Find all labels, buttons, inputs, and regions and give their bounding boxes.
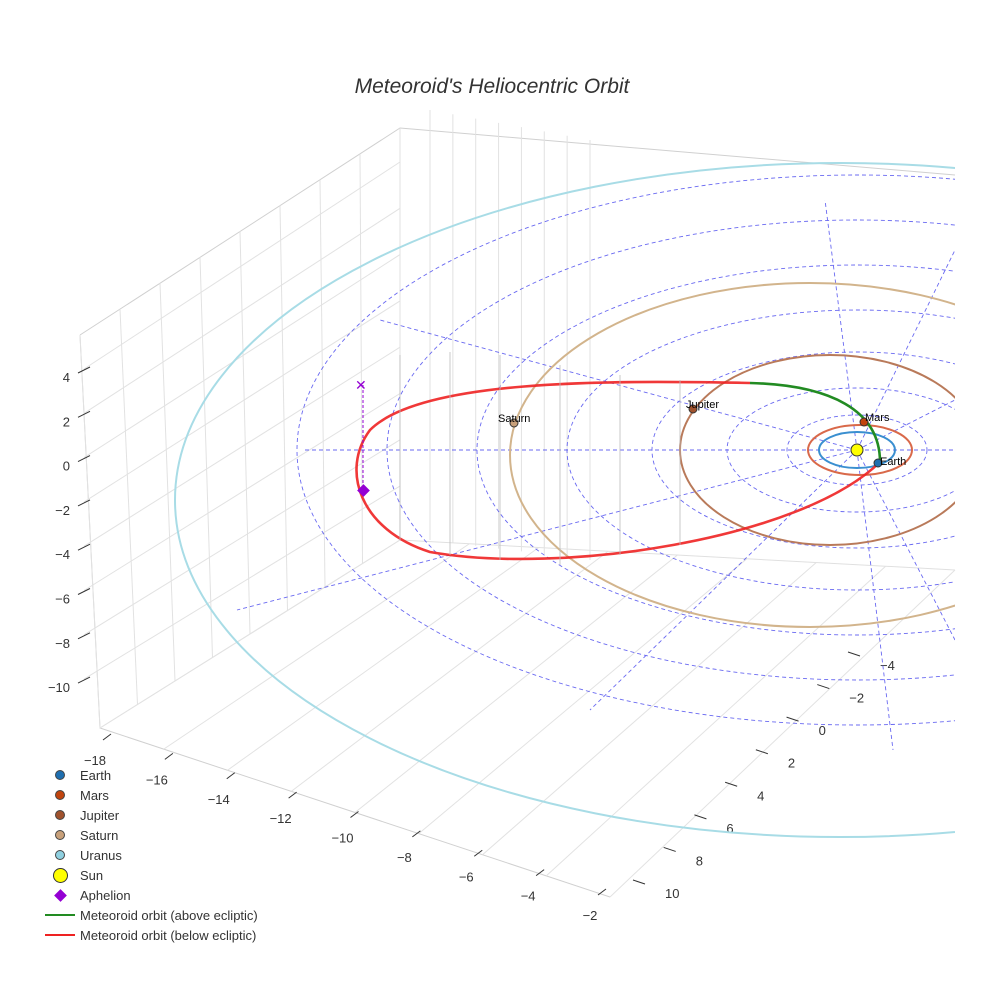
x-tick-label: −12 xyxy=(270,811,292,826)
mars-orbit xyxy=(807,424,913,476)
z-tick-label: −6 xyxy=(55,592,70,607)
z-tick-label: −4 xyxy=(55,547,70,562)
saturn-legend-icon xyxy=(55,830,65,840)
x-tick-mark xyxy=(535,869,545,877)
legend-label: Earth xyxy=(80,767,112,783)
diamond-legend-icon xyxy=(53,888,67,902)
y-tick-label: 0 xyxy=(819,723,826,738)
jupiter-legend-icon xyxy=(55,810,65,820)
legend-item-aphelion: Aphelion xyxy=(40,885,258,905)
y-tick-label: 2 xyxy=(788,756,795,771)
uranus-orbit xyxy=(174,162,955,838)
z-tick-label: −2 xyxy=(55,503,70,518)
x-tick-label: −10 xyxy=(331,831,353,846)
aphelion-marker xyxy=(357,484,370,497)
z-tick-label: 4 xyxy=(63,370,70,385)
legend-item-orbit-above: Meteoroid orbit (above ecliptic) xyxy=(40,905,258,925)
legend-item-saturn: Saturn xyxy=(40,825,258,845)
sun-legend-icon xyxy=(52,867,68,883)
saturn-label: Saturn xyxy=(498,413,530,425)
earth-marker xyxy=(873,458,883,468)
y-tick-label: 4 xyxy=(757,788,764,803)
legend-item-jupiter: Jupiter xyxy=(40,805,258,825)
y-tick-mark xyxy=(694,814,707,820)
x-tick-label: −16 xyxy=(146,772,168,787)
y-tick-label: 8 xyxy=(696,853,703,868)
legend-label: Meteoroid orbit (above ecliptic) xyxy=(80,907,258,923)
y-tick-mark xyxy=(786,716,799,722)
legend-label: Sun xyxy=(80,867,104,883)
earth-label: Earth xyxy=(880,456,906,468)
z-tick-mark xyxy=(77,366,91,374)
legend-label: Uranus xyxy=(80,847,122,863)
z-tick-mark xyxy=(77,676,91,684)
x-tick-label: −18 xyxy=(84,753,106,768)
orbit-below-ecliptic xyxy=(355,380,881,561)
x-tick-mark xyxy=(597,888,607,896)
earth-orbit xyxy=(818,431,896,469)
y-tick-label: −2 xyxy=(849,691,864,706)
legend-label: Mars xyxy=(80,787,109,803)
z-tick-mark xyxy=(77,410,91,418)
x-tick-label: −4 xyxy=(521,889,536,904)
ecliptic-grid xyxy=(236,174,955,751)
legend-item-orbit-below: Meteoroid orbit (below ecliptic) xyxy=(40,925,258,945)
saturn-marker xyxy=(509,418,519,428)
z-tick-label: −8 xyxy=(55,636,70,651)
orbit-above-ecliptic xyxy=(749,381,882,463)
legend-item-uranus: Uranus xyxy=(40,845,258,865)
z-tick-label: 2 xyxy=(63,414,70,429)
jupiter-marker xyxy=(688,404,698,414)
legend-label: Meteoroid orbit (below ecliptic) xyxy=(80,927,257,943)
z-tick-mark xyxy=(77,499,91,507)
x-tick-label: −2 xyxy=(583,908,598,923)
x-tick-mark xyxy=(164,752,174,760)
x-tick-mark xyxy=(288,791,297,799)
x-tick-mark xyxy=(102,733,112,741)
x-tick-mark xyxy=(473,849,483,857)
y-tick-mark xyxy=(632,879,646,885)
y-tick-mark xyxy=(817,684,830,690)
legend-item-earth: Earth xyxy=(40,765,258,785)
y-tick-mark xyxy=(755,749,769,755)
aphelion-projection-x-icon: ✕ xyxy=(355,377,367,393)
legend-item-mars: Mars xyxy=(40,785,258,805)
red-line-legend-icon xyxy=(45,934,75,936)
legend: Earth Mars Jupiter Saturn Uranus Sun Aph… xyxy=(40,765,258,945)
y-tick-mark xyxy=(663,846,676,852)
axes-grid xyxy=(79,110,956,898)
x-tick-mark xyxy=(226,772,236,780)
legend-label: Aphelion xyxy=(80,887,131,903)
x-tick-mark xyxy=(350,811,359,818)
uranus-legend-icon xyxy=(55,850,65,860)
z-tick-label: 0 xyxy=(63,459,70,474)
y-tick-mark xyxy=(847,651,861,657)
mars-marker xyxy=(859,417,869,427)
z-tick-label: −10 xyxy=(48,680,70,695)
y-tick-label: 10 xyxy=(665,886,679,901)
mars-legend-icon xyxy=(55,790,65,800)
mars-label: Mars xyxy=(865,412,890,424)
x-tick-label: −14 xyxy=(208,792,230,807)
legend-label: Saturn xyxy=(80,827,119,843)
jupiter-label: Jupiter xyxy=(686,399,719,411)
saturn-orbit xyxy=(509,282,955,628)
y-tick-mark xyxy=(724,781,738,787)
x-tick-label: −8 xyxy=(397,850,412,865)
y-tick-label: 6 xyxy=(726,821,733,836)
earth-legend-icon xyxy=(55,770,65,780)
z-tick-mark xyxy=(77,632,91,640)
legend-item-sun: Sun xyxy=(40,865,258,885)
z-tick-mark xyxy=(77,543,91,551)
x-tick-mark xyxy=(412,830,421,838)
legend-label: Jupiter xyxy=(80,807,120,823)
z-tick-mark xyxy=(77,588,91,595)
sun-marker xyxy=(850,443,864,457)
chart-title: Meteoroid's Heliocentric Orbit xyxy=(354,75,630,98)
x-tick-label: −6 xyxy=(459,869,474,884)
green-line-legend-icon xyxy=(45,914,75,916)
z-tick-mark xyxy=(77,455,91,463)
